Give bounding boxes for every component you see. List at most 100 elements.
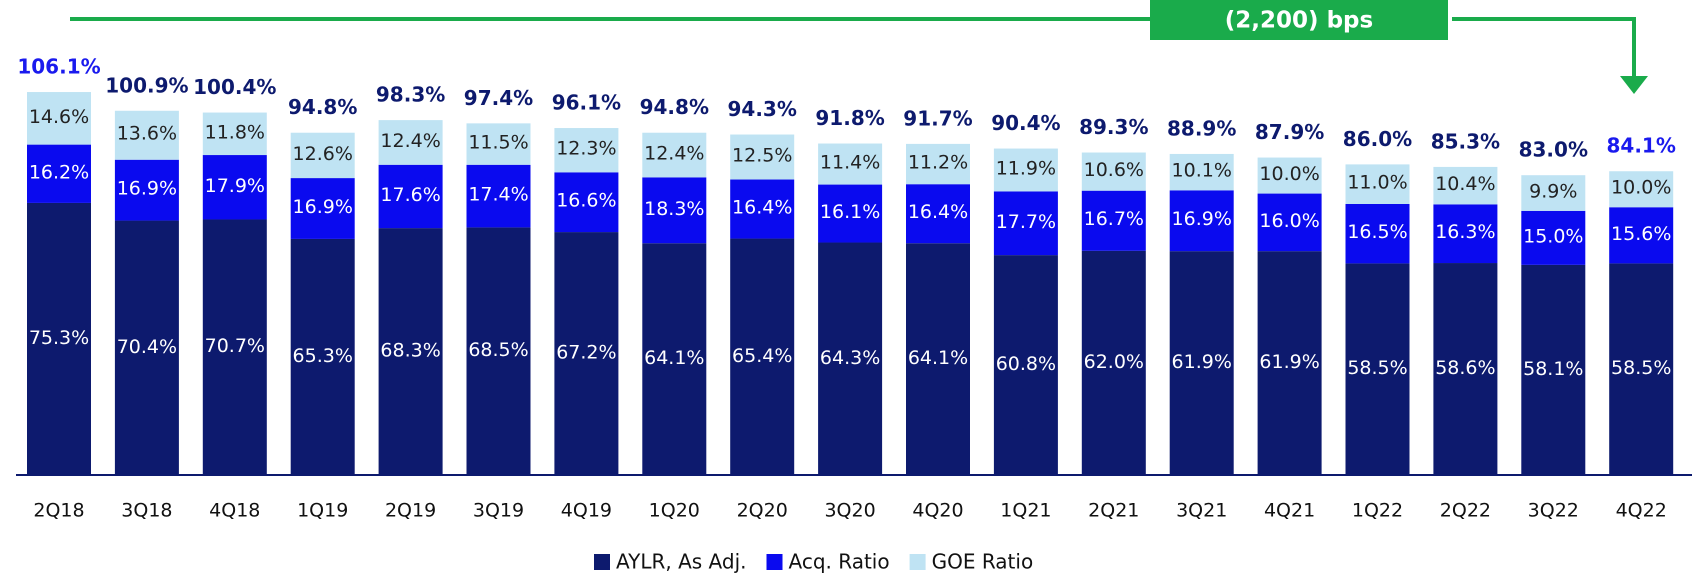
data-label: 10.4% [1435,173,1495,195]
data-label: 11.4% [820,152,880,174]
bar-segment [1081,190,1146,251]
bar-segment [642,243,707,474]
total-label: 87.9% [1255,120,1324,144]
x-tick-label: 4Q22 [1616,500,1667,522]
data-label: 61.9% [1259,351,1319,373]
x-tick-label: 2Q19 [385,500,436,522]
data-label: 10.0% [1611,177,1671,199]
bar-segment [1169,153,1234,191]
bar-segment [1521,264,1586,474]
bar-segment [466,164,531,228]
bar-segment [1081,152,1146,191]
bar-segment [27,202,91,475]
data-label: 68.5% [468,339,528,361]
bar-segment [906,184,970,244]
bar-segment [1609,171,1674,208]
data-label: 16.1% [820,201,880,223]
data-label: 13.6% [117,123,177,145]
bar-segment [906,243,970,474]
bar-segment [1433,263,1498,474]
data-label: 16.2% [29,161,89,183]
annotation-text: (2,200) bps [1225,8,1373,34]
annotation-line [1452,17,1636,80]
data-label: 15.6% [1611,223,1671,245]
data-label: 17.4% [468,184,528,206]
data-label: 16.5% [1347,221,1407,243]
bar-segment [642,132,707,178]
data-label: 10.0% [1259,163,1319,185]
data-label: 14.6% [29,106,89,128]
data-label: 65.3% [293,345,353,367]
x-tick-label: 4Q21 [1264,500,1315,522]
data-label: 70.7% [205,335,265,357]
total-label: 85.3% [1431,129,1500,153]
data-label: 11.0% [1347,172,1407,194]
total-label: 89.3% [1079,115,1148,139]
data-label: 67.2% [556,342,616,364]
data-label: 60.8% [996,353,1056,375]
data-label: 58.5% [1611,357,1671,379]
bar-segment [290,238,355,474]
data-label: 16.4% [908,201,968,223]
data-label: 64.3% [820,347,880,369]
data-label: 65.4% [732,345,792,367]
x-tick-label: 3Q19 [473,500,524,522]
legend-swatch [909,554,926,570]
total-label: 88.9% [1167,116,1236,140]
data-label: 16.3% [1435,221,1495,243]
data-label: 16.6% [556,190,616,212]
data-label: 15.0% [1523,225,1583,247]
total-label: 94.3% [728,97,797,121]
bar-segment [114,220,179,474]
x-tick-label: 1Q19 [297,500,348,522]
total-label: 83.0% [1519,138,1588,162]
bar-segment [1609,207,1674,264]
total-label: 91.8% [815,106,884,130]
total-label: 97.4% [464,86,533,110]
bar-segment [290,132,355,179]
bar-segment [1257,251,1322,474]
x-tick-label: 2Q18 [33,500,84,522]
x-tick-label: 3Q18 [121,500,172,522]
data-label: 16.7% [1084,208,1144,230]
bar-segment [818,184,883,243]
bar-segment [114,159,179,221]
total-label: 91.7% [903,106,972,130]
bar-segment [1081,250,1146,474]
bar-segment [290,178,355,239]
legend-label: Acq. Ratio [789,550,890,574]
total-label: 94.8% [288,95,357,119]
annotation-arrow [1620,76,1648,94]
data-label: 11.5% [468,132,528,154]
data-label: 75.3% [29,327,89,349]
bar-segment [730,238,795,474]
bar-segment [378,120,443,165]
x-tick-label: 2Q22 [1440,500,1491,522]
bar-segment [730,134,795,180]
bar-segment [906,143,970,185]
bar-segment [554,232,619,474]
legend-swatch [594,554,610,570]
x-tick-label: 2Q20 [737,500,788,522]
data-label: 64.1% [644,347,704,369]
bar-segment [730,179,795,239]
data-label: 64.1% [908,347,968,369]
x-tick-label: 1Q21 [1000,500,1051,522]
bar-segment [114,110,179,160]
data-label: 16.0% [1259,210,1319,232]
data-label: 11.9% [996,157,1056,179]
bar-segment [554,128,619,173]
data-label: 12.5% [732,145,792,167]
bar-segment [1345,164,1410,204]
bar-segment [1257,193,1322,252]
total-label: 96.1% [552,91,621,115]
bar-segment [1521,175,1586,211]
x-tick-label: 2Q21 [1088,500,1139,522]
x-tick-label: 1Q22 [1352,500,1403,522]
bar-segment [202,112,267,156]
total-label: 106.1% [17,55,100,79]
bar-segment [1345,263,1410,474]
bar-segment [202,219,267,474]
data-label: 58.6% [1435,357,1495,379]
data-label: 18.3% [644,198,704,220]
